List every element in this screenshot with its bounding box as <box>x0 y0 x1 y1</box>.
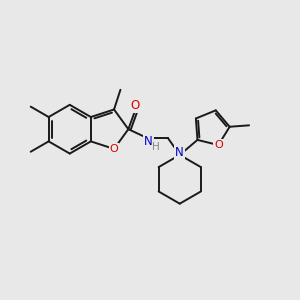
Text: O: O <box>214 140 223 150</box>
Text: H: H <box>152 142 160 152</box>
Text: O: O <box>131 99 140 112</box>
Text: N: N <box>144 135 153 148</box>
Text: N: N <box>176 146 184 159</box>
Text: O: O <box>110 144 118 154</box>
